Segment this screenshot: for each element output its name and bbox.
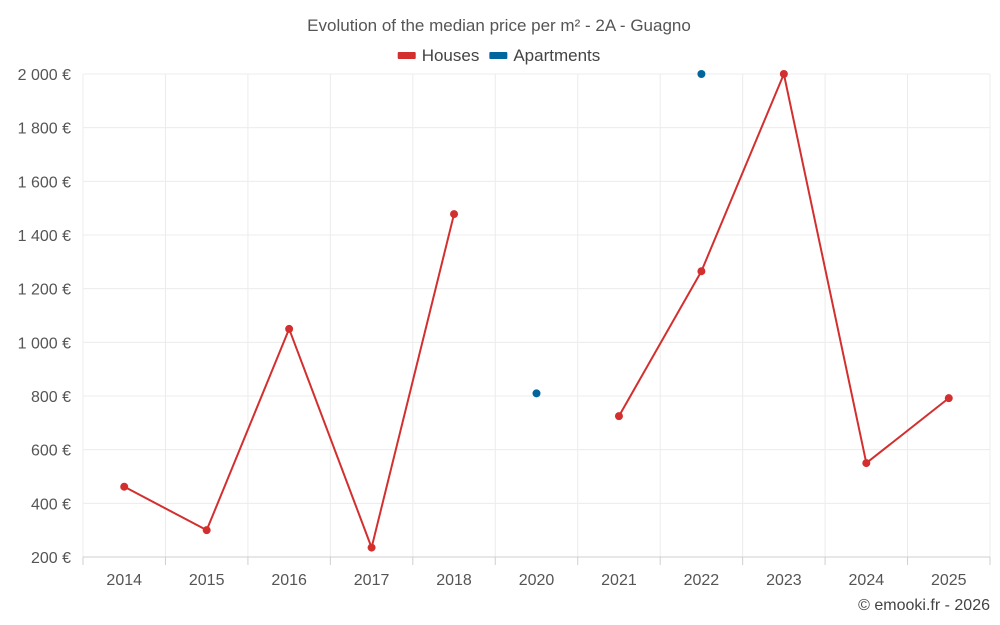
series-line-segment xyxy=(205,328,291,531)
x-tick-label: 2017 xyxy=(354,572,390,589)
data-point[interactable] xyxy=(450,210,459,219)
x-tick-label: 2020 xyxy=(519,572,555,589)
y-tick-label: 1 400 € xyxy=(18,228,71,245)
y-axis: 200 € 400 € 600 € 800 € 1 000 € 1 200 € 1 400 … xyxy=(18,67,71,567)
data-point[interactable] xyxy=(944,394,953,403)
y-tick-label: 200 € xyxy=(31,550,71,567)
legend-label: Apartments xyxy=(513,46,600,65)
x-tick-label: 2021 xyxy=(601,572,637,589)
data-point[interactable] xyxy=(697,267,706,276)
data-point[interactable] xyxy=(779,70,788,78)
chart-title: Evolution of the median price per m² - 2… xyxy=(307,16,691,35)
legend-label: Houses xyxy=(422,46,480,65)
x-tick-label: 2018 xyxy=(436,572,472,589)
y-tick-label: 1 200 € xyxy=(18,282,71,299)
y-tick-label: 1 000 € xyxy=(18,335,71,352)
series-line-segment xyxy=(865,397,950,464)
y-tick-label: 1 800 € xyxy=(18,121,71,138)
data-point[interactable] xyxy=(285,324,294,333)
data-point[interactable] xyxy=(532,389,541,398)
x-tick-label: 2023 xyxy=(766,572,802,589)
legend-swatch xyxy=(397,52,416,59)
series-group xyxy=(120,70,953,552)
data-point[interactable] xyxy=(202,526,211,535)
x-tick-label: 2024 xyxy=(849,572,885,589)
series-line-segment xyxy=(123,485,208,532)
x-tick-label: 2014 xyxy=(106,572,142,589)
data-point[interactable] xyxy=(614,412,623,421)
y-tick-label: 800 € xyxy=(31,389,71,406)
y-tick-label: 2 000 € xyxy=(18,67,71,84)
legend-swatch xyxy=(489,52,508,59)
grid xyxy=(82,73,991,558)
data-point[interactable] xyxy=(862,459,871,468)
series-line-segment xyxy=(618,270,703,417)
series-line-segment xyxy=(700,73,785,272)
credit-text: © emooki.fr - 2026 xyxy=(858,597,990,614)
series-line-segment xyxy=(370,213,456,548)
series-line-segment xyxy=(782,73,868,464)
y-tick-label: 1 600 € xyxy=(18,174,71,191)
y-tick-label: 600 € xyxy=(31,443,71,460)
series-apartments xyxy=(532,70,706,398)
x-tick-label: 2022 xyxy=(684,572,720,589)
series-line-segment xyxy=(288,328,373,548)
data-point[interactable] xyxy=(120,482,129,491)
legend-item-apartments[interactable]: Apartments xyxy=(489,46,600,65)
x-tick-label: 2015 xyxy=(189,572,225,589)
data-point[interactable] xyxy=(697,70,706,78)
x-tick-label: 2016 xyxy=(271,572,307,589)
legend: Houses Apartments xyxy=(397,46,600,65)
series-houses xyxy=(120,70,953,552)
legend-item-houses[interactable]: Houses xyxy=(397,46,480,65)
x-axis: 2014 2015 2016 2017 2018 2020 2021 2022 2023 2024… xyxy=(82,556,991,589)
data-point[interactable] xyxy=(367,543,376,552)
x-tick-label: 2025 xyxy=(931,572,967,589)
y-tick-label: 400 € xyxy=(31,496,71,513)
